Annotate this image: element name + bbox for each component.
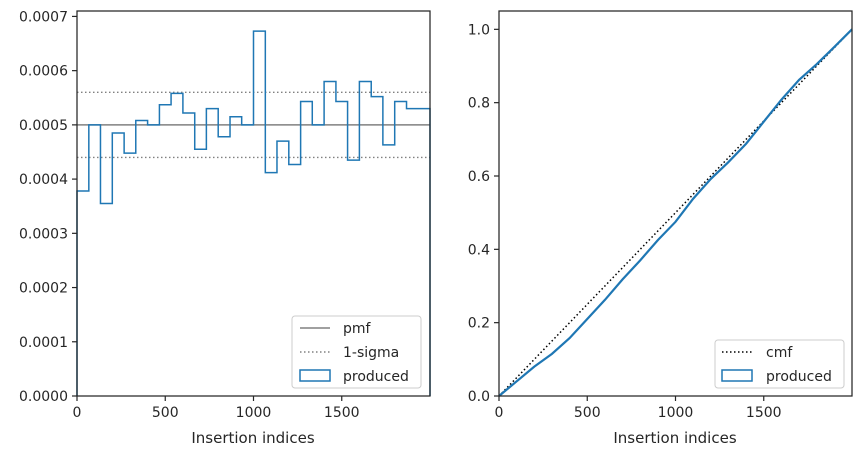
series-cmf	[498, 28, 853, 397]
right-ytick-label: 0.2	[468, 316, 490, 332]
left-ytick-label: 0.0001	[19, 335, 68, 351]
right-xtick-label: 500	[574, 405, 601, 421]
left-ytick-label: 0.0000	[19, 389, 68, 405]
right-xtick-label: 1000	[658, 405, 694, 421]
cdf-marks	[498, 28, 853, 397]
histogram-panel: 0 500 1000 1500 0.0000 0.0001 0.0002 0.0003 0.00…	[19, 9, 431, 447]
legend-pmf-label: pmf	[343, 321, 372, 337]
cdf-panel: 0 500 1000 1500 0.0 0.2 0.4 0.6 0.8 1.0 Insertion…	[468, 10, 853, 447]
right-ytick-label: 1.0	[468, 22, 490, 38]
legend-produced-label-left: produced	[343, 369, 409, 385]
left-ytick-label: 0.0007	[19, 9, 68, 25]
left-xlabel: Insertion indices	[191, 429, 314, 447]
right-ytick-label: 0.6	[468, 169, 490, 185]
right-xtick-label: 1500	[746, 405, 782, 421]
left-legend: pmf 1-sigma produced	[291, 315, 422, 389]
legend-produced-label-right: produced	[766, 369, 832, 385]
left-xtick-label: 500	[152, 405, 179, 421]
right-ytick-label: 0.4	[468, 242, 490, 258]
left-ytick-label: 0.0003	[19, 226, 68, 242]
left-xtick-label: 0	[73, 405, 82, 421]
left-xtick-label: 1000	[236, 405, 272, 421]
right-legend: cmf produced	[714, 339, 845, 389]
legend-produced-box-right	[721, 369, 753, 382]
right-xtick-label: 0	[495, 405, 504, 421]
histogram-marks	[76, 30, 431, 396]
right-ticks: 0 500 1000 1500 0.0 0.2 0.4 0.6 0.8 1.0	[468, 22, 782, 421]
left-xtick-label: 1500	[324, 405, 360, 421]
legend-sigma-label: 1-sigma	[343, 345, 399, 361]
left-ytick-label: 0.0002	[19, 281, 68, 297]
legend-produced-box-left	[299, 369, 331, 382]
right-axes-frame	[498, 10, 853, 397]
right-ytick-label: 0.8	[468, 96, 490, 112]
left-ytick-label: 0.0006	[19, 64, 68, 80]
left-ytick-label: 0.0004	[19, 172, 68, 188]
left-ytick-label: 0.0005	[19, 118, 68, 134]
legend-cmf-label: cmf	[766, 345, 793, 361]
left-ticks: 0 500 1000 1500 0.0000 0.0001 0.0002 0.0003 0.00…	[19, 9, 360, 421]
right-xlabel: Insertion indices	[613, 429, 736, 447]
histogram-step-series	[76, 30, 431, 396]
series-produced	[498, 28, 853, 397]
right-ytick-label: 0.0	[468, 389, 490, 405]
